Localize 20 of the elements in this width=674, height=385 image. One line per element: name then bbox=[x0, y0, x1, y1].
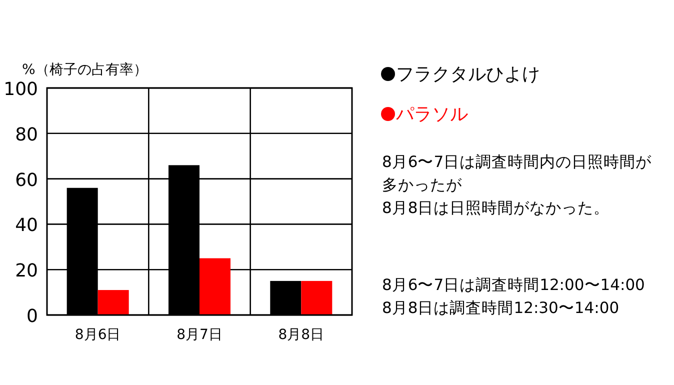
bar bbox=[98, 290, 129, 315]
y-tick-label: 60 bbox=[15, 170, 38, 191]
y-tick-label: 0 bbox=[26, 306, 38, 327]
text: 8月8日は日照時間がなかった。 bbox=[382, 199, 610, 217]
y-tick-label: 80 bbox=[15, 124, 38, 146]
text: 多かったが bbox=[382, 176, 463, 194]
bar bbox=[200, 258, 230, 315]
x-tick-label: 8月8日 bbox=[278, 327, 324, 343]
bar bbox=[301, 280, 332, 315]
text: 8月6〜7日は調査時間12:00〜14:00 bbox=[382, 276, 645, 294]
legend-label: フラクタルひよけ bbox=[396, 64, 540, 85]
y-tick-label: 40 bbox=[15, 215, 38, 236]
y-tick-label: 100 bbox=[4, 79, 38, 100]
legend-label: パラソル bbox=[395, 104, 468, 125]
x-tick-label: 8月7日 bbox=[176, 327, 222, 343]
text: 8月6〜7日は調査時間内の日照時間が bbox=[382, 153, 653, 171]
x-tick-label: 8月6日 bbox=[74, 327, 121, 343]
y-tick-label: 20 bbox=[15, 260, 38, 282]
y-axis-title: %（椅子の占有率） bbox=[22, 62, 148, 78]
text: 8月8日は調査時間12:30〜14:00 bbox=[382, 299, 620, 317]
